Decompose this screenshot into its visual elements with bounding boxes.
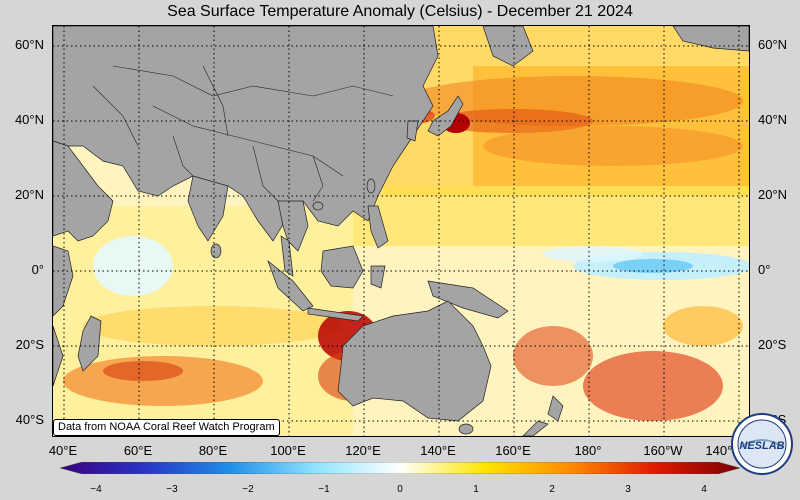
lat-label-0-left: 0° [31,262,44,277]
lon-label-60e: 60°E [123,443,153,458]
sst-anomaly-map [53,26,749,436]
lat-label-20s-right: 20°S [758,337,787,352]
colorbar-tick: −2 [242,484,254,495]
colorbar [60,462,740,474]
map-area [52,25,750,437]
lon-label-140e: 140°E [420,443,456,458]
lat-label-40n-right: 40°N [758,112,788,127]
colorbar-tick: −4 [90,484,102,495]
neslab-logo: NESLAB [731,413,793,475]
colorbar-tick: 3 [625,484,631,495]
country-borders [92,65,394,202]
lat-label-40n-left: 40°N [14,112,44,127]
anomaly-field [53,26,749,436]
logo-text: NESLAB [739,440,784,452]
logo-icon: NESLAB [731,413,793,475]
land [53,26,749,436]
lat-label-20n-right: 20°N [758,187,788,202]
lat-label-0-right: 0° [758,262,771,277]
map-title: Sea Surface Temperature Anomaly (Celsius… [167,3,633,20]
lon-label-40e: 40°E [48,443,78,458]
lat-label-60n-right: 60°N [758,37,788,52]
colorbar-tick: 2 [549,484,555,495]
lat-label-40s-left: 40°S [15,412,44,427]
colorbar-tick: −3 [166,484,178,495]
colorbar-tick: 4 [701,484,707,495]
lon-label-160e: 160°E [495,443,531,458]
lat-label-20s-left: 20°S [15,337,44,352]
colorbar-tick: 0 [397,484,403,495]
lon-label-80e: 80°E [198,443,228,458]
graticule [53,26,749,436]
colorbar-tick: −1 [318,484,330,495]
lat-label-20n-left: 20°N [14,187,44,202]
colorbar-tick: 1 [473,484,479,495]
lon-label-120e: 120°E [345,443,381,458]
lon-label-160w: 160°W [643,443,683,458]
data-credit: Data from NOAA Coral Reef Watch Program [53,419,280,436]
lat-label-60n-left: 60°N [14,37,44,52]
lon-label-180: 180° [574,443,602,458]
lon-label-100e: 100°E [270,443,306,458]
colorbar-gradient [60,462,740,474]
